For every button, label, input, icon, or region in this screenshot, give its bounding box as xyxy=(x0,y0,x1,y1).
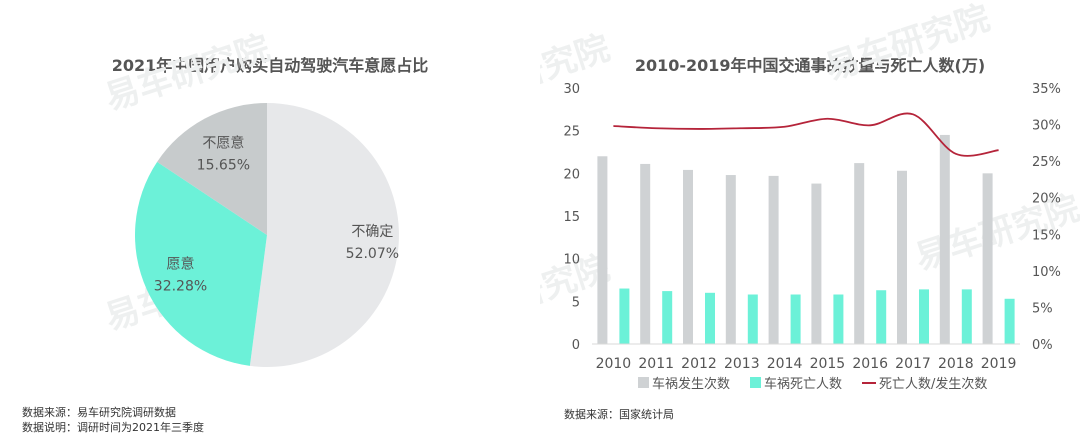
legend-label-ratio: 死亡人数/发生次数 xyxy=(879,376,987,392)
y-left-tick-label: 5 xyxy=(572,295,580,310)
bar-deaths-2011 xyxy=(662,291,672,344)
bar-deaths-2016 xyxy=(876,290,886,344)
left-survey-note: 数据说明：调研时间为2021年三季度 xyxy=(22,419,204,435)
x-tick-label: 2010 xyxy=(596,356,632,372)
y-left-tick-label: 15 xyxy=(563,210,580,225)
bar-accidents-2018 xyxy=(940,135,950,344)
bar-deaths-2014 xyxy=(791,295,801,344)
pie-slice-value: 15.65% xyxy=(197,158,250,174)
y-right-tick-label: 25% xyxy=(1032,155,1061,170)
watermark-text: 易车研究院 xyxy=(540,28,614,119)
bar-deaths-2019 xyxy=(1005,299,1015,344)
bar-accidents-2012 xyxy=(683,170,693,344)
watermark-text: 易车研究院 xyxy=(820,0,994,89)
bar-deaths-2018 xyxy=(962,289,972,344)
bar-accidents-2019 xyxy=(983,173,993,344)
bar-accidents-2017 xyxy=(897,171,907,344)
y-right-tick-label: 15% xyxy=(1032,228,1061,243)
y-right-tick-label: 20% xyxy=(1032,192,1061,207)
bar-deaths-2017 xyxy=(919,289,929,344)
x-tick-label: 2019 xyxy=(981,356,1017,372)
pie-slice-label: 不确定 xyxy=(351,224,393,240)
y-left-tick-label: 30 xyxy=(563,82,580,97)
bar-accidents-2013 xyxy=(726,175,736,344)
y-left-tick-label: 25 xyxy=(563,125,580,140)
pie-slice-label: 愿意 xyxy=(166,255,194,272)
combo-chart: 易车研究院易车研究院易车研究院易车研究院 0510152025300%5%10%… xyxy=(540,0,1080,434)
x-tick-label: 2012 xyxy=(681,356,717,372)
y-right-tick-label: 35% xyxy=(1032,82,1061,97)
bar-deaths-2010 xyxy=(619,289,629,344)
x-tick-label: 2018 xyxy=(938,356,974,372)
bar-deaths-2013 xyxy=(748,295,758,344)
y-right-tick-label: 30% xyxy=(1032,119,1061,134)
legend-swatch-accidents xyxy=(638,377,649,388)
y-left-tick-label: 10 xyxy=(563,253,580,268)
x-tick-label: 2017 xyxy=(895,356,931,372)
x-tick-label: 2016 xyxy=(852,356,888,372)
pie-slice-value: 52.07% xyxy=(346,246,399,262)
y-right-tick-label: 0% xyxy=(1032,338,1053,353)
y-right-tick-label: 5% xyxy=(1032,301,1053,316)
y-left-tick-label: 20 xyxy=(563,167,580,182)
x-tick-label: 2011 xyxy=(638,356,674,372)
bar-accidents-2010 xyxy=(597,156,607,344)
y-left-tick-label: 0 xyxy=(572,338,580,353)
bar-accidents-2016 xyxy=(854,163,864,344)
legend-swatch-deaths xyxy=(750,377,761,388)
bar-accidents-2015 xyxy=(811,184,821,344)
bar-accidents-2011 xyxy=(640,164,650,344)
bar-deaths-2015 xyxy=(833,295,843,344)
pie-slice-label: 不愿意 xyxy=(202,135,244,152)
combo-chart-panel: 2010-2019年中国交通事故数量与死亡人数(万) 易车研究院易车研究院易车研… xyxy=(540,0,1080,434)
bar-accidents-2014 xyxy=(769,176,779,344)
bar-deaths-2012 xyxy=(705,293,715,344)
x-tick-label: 2013 xyxy=(724,356,760,372)
legend-label-deaths: 车祸死亡人数 xyxy=(764,376,842,392)
left-source-note: 数据来源：易车研究院调研数据 xyxy=(22,404,176,420)
pie-slice-value: 32.28% xyxy=(154,278,207,294)
x-tick-label: 2015 xyxy=(810,356,846,372)
legend-label-accidents: 车祸发生次数 xyxy=(652,376,730,392)
y-right-tick-label: 10% xyxy=(1032,265,1061,280)
right-source-note: 数据来源：国家统计局 xyxy=(564,406,674,422)
x-tick-label: 2014 xyxy=(767,356,803,372)
